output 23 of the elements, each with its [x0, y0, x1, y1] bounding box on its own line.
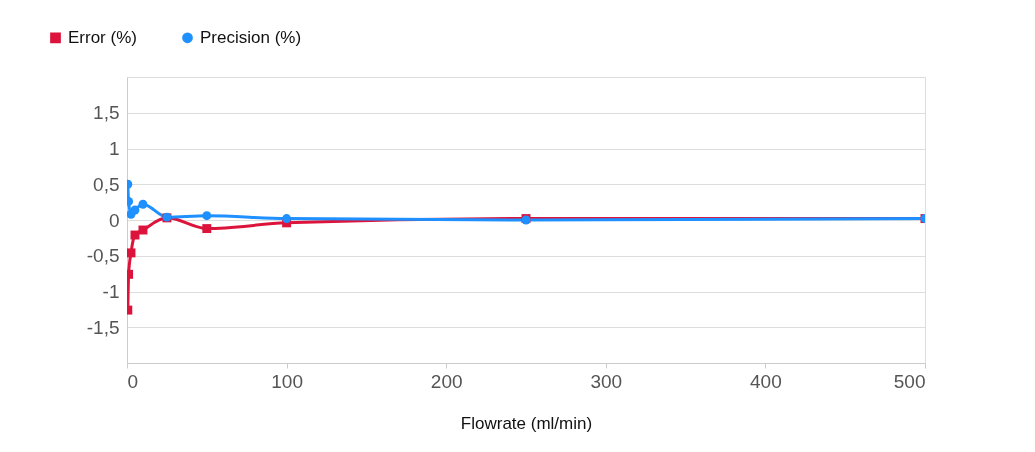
legend-label: Precision (%): [200, 27, 302, 47]
y-tick-label: 0: [108, 209, 120, 231]
x-tick-label: 0: [127, 370, 139, 392]
y-tick-label: -1,5: [86, 316, 120, 338]
y-tick-label: 0,5: [93, 173, 120, 195]
point: [202, 224, 212, 234]
y-tick-label: 1: [108, 138, 120, 159]
x-tick-label: 400: [750, 370, 782, 392]
y-tick-label: -0,5: [86, 245, 120, 267]
y-tick-label: -1: [102, 281, 120, 302]
point: [127, 248, 136, 258]
point: [202, 211, 212, 221]
point: [138, 225, 148, 235]
y-tick-label: 1,5: [93, 102, 120, 124]
x-tick-label: 300: [590, 370, 623, 392]
point: [138, 199, 148, 209]
point: [130, 205, 140, 215]
x-tick-label: 100: [271, 370, 303, 392]
x-tick-label: 200: [430, 370, 463, 392]
x-tick-label: 500: [893, 370, 926, 392]
legend-label: Error (%): [68, 27, 137, 47]
x-axis-title: Flowrate (ml/min): [460, 413, 593, 433]
point: [282, 214, 292, 224]
